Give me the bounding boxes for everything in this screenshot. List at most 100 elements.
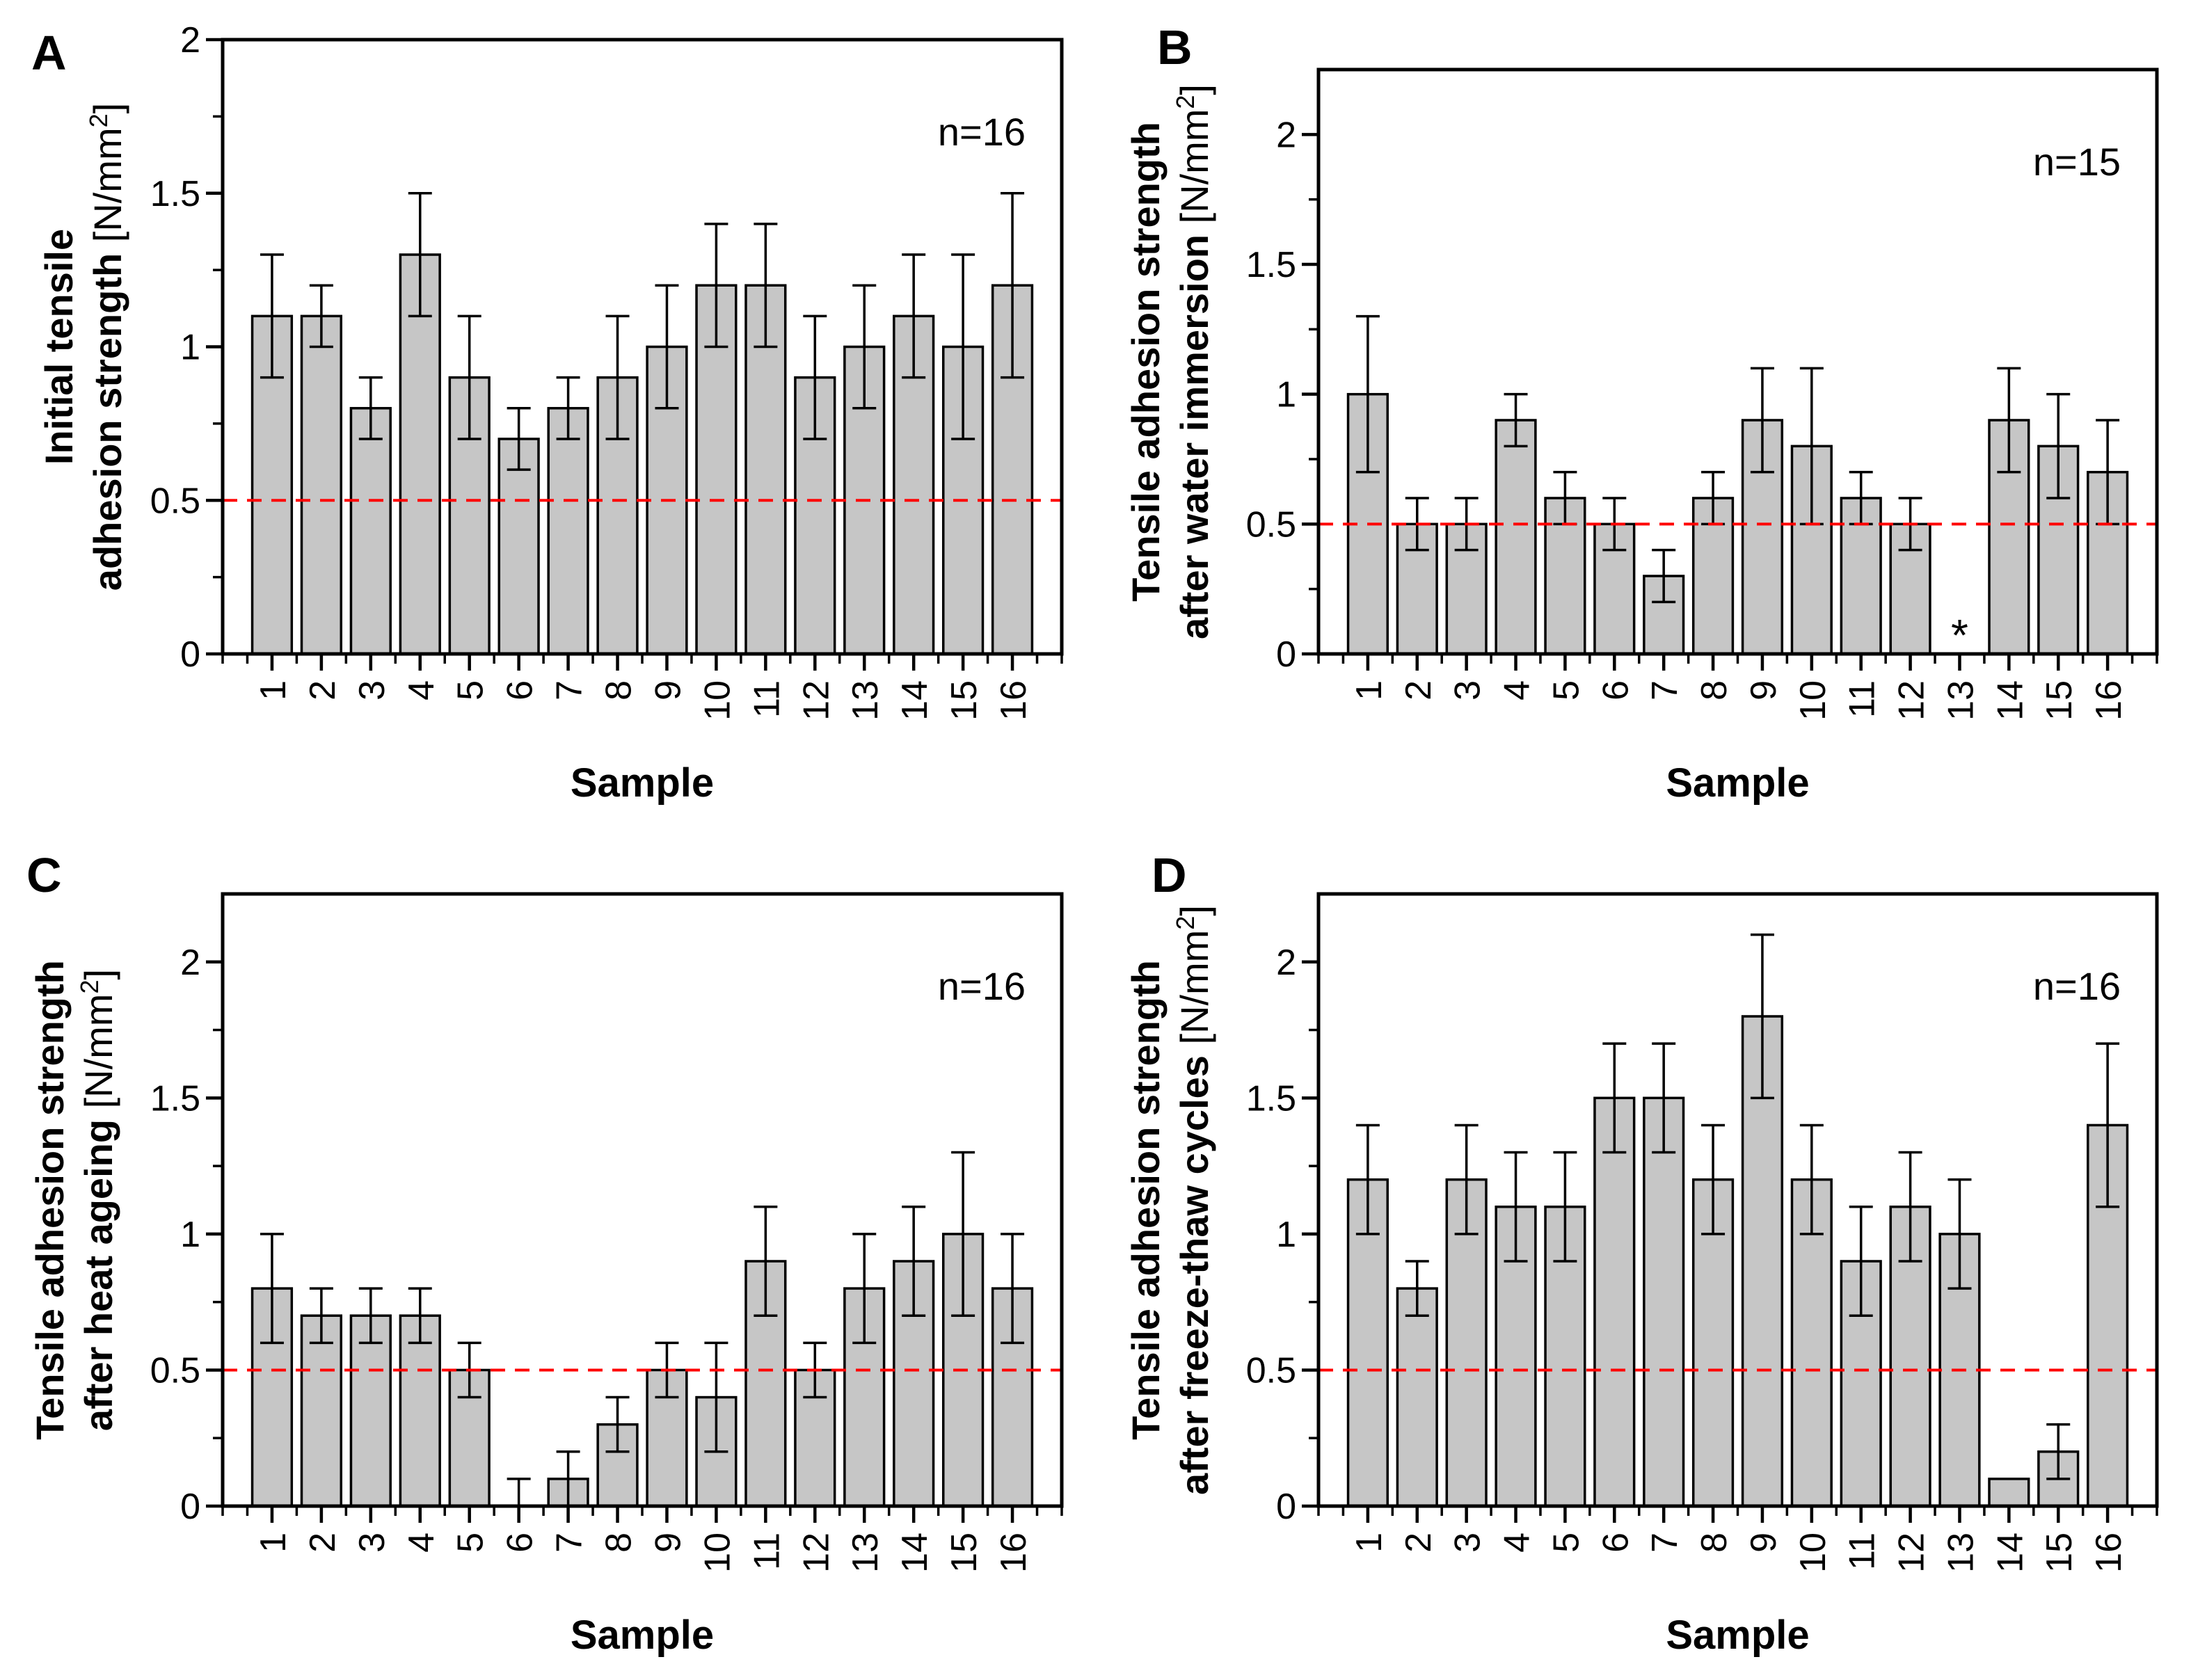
error-bar-sample-8 (1701, 1123, 1726, 1235)
x-tick-label: 14 (1990, 680, 2030, 721)
x-tick-label: 10 (1793, 680, 1833, 721)
y-axis-label-line2: after water immersion [N/mm2] (1171, 84, 1216, 639)
error-bar-sample-1 (1355, 314, 1380, 474)
x-tick-label: 12 (1892, 1533, 1932, 1573)
y-tick-label: 1 (180, 328, 200, 368)
panel-letter-label: B (1157, 20, 1193, 74)
error-bar-sample-5 (1553, 1151, 1577, 1263)
y-tick-label: 1 (1276, 375, 1296, 415)
error-bar-sample-8 (605, 1395, 630, 1453)
x-tick-label: 15 (944, 1533, 985, 1573)
x-tick-label: 3 (1448, 1533, 1488, 1553)
y-tick-label: 1.5 (150, 1078, 200, 1119)
x-tick-label: 5 (451, 680, 491, 701)
error-bar-sample-3 (1454, 1123, 1479, 1235)
error-bar-sample-11 (754, 223, 778, 349)
x-tick-label: 9 (1744, 680, 1784, 701)
y-tick-label: 1 (1276, 1215, 1296, 1255)
x-tick-label: 7 (550, 680, 590, 701)
error-bar-sample-6 (507, 1478, 531, 1507)
y-axis-label-line2: adhesion strength [N/mm2] (84, 103, 129, 591)
x-tick-label: 15 (2039, 1533, 2080, 1573)
error-bar-sample-4 (408, 192, 432, 318)
plot-frame (1316, 892, 2159, 1508)
x-tick-label: 11 (747, 680, 787, 718)
y-axis-label-line1: Tensile adhesion strength (1124, 122, 1168, 602)
x-tick-label: 16 (2089, 1533, 2129, 1573)
x-tick-label: 8 (1694, 680, 1735, 701)
y-tick-label: 0.5 (150, 1350, 200, 1391)
x-tick-label: 6 (1595, 680, 1636, 701)
bar-sample-6 (497, 438, 540, 655)
x-tick-label: 8 (599, 680, 639, 701)
y-tick-label: 0 (1276, 634, 1296, 675)
error-bar-sample-7 (556, 376, 580, 440)
panel-letter-label: C (26, 848, 62, 902)
x-tick-label: 14 (895, 680, 935, 721)
panel-letter-label: A (31, 26, 67, 80)
bar-sample-4 (1495, 419, 1537, 655)
x-tick-label: 16 (2089, 680, 2129, 721)
y-tick-label: 2 (1276, 943, 1296, 983)
error-bar-sample-3 (358, 376, 383, 440)
n-count-label: n=16 (938, 110, 1026, 154)
y-tick-label: 1.5 (1246, 1078, 1296, 1119)
bar-sample-3 (349, 407, 392, 655)
y-tick-label: 0 (1276, 1487, 1296, 1527)
y-tick-label: 2 (1276, 115, 1296, 155)
panel-a-chart: 00.511.521 2 3 4 5 6 7 8 9 10 11 12 13 14 15 16SampleIn… (31, 20, 1064, 806)
y-tick-label: 0 (180, 634, 200, 675)
plot-frame (221, 38, 1064, 656)
error-bar-sample-5 (457, 314, 481, 440)
x-tick-label: 16 (994, 1533, 1034, 1573)
plot-frame (1316, 67, 2159, 656)
error-bar-sample-12 (803, 314, 827, 440)
y-tick-label: 1.5 (1246, 245, 1296, 285)
x-tick-label: 13 (1941, 1533, 1981, 1573)
error-bar-sample-9 (655, 284, 679, 410)
x-tick-label: 2 (1399, 680, 1439, 701)
error-bar-sample-3 (358, 1287, 383, 1345)
x-tick-label: 5 (1546, 680, 1586, 701)
x-tick-label: 8 (599, 1533, 639, 1553)
error-bar-sample-12 (1898, 1151, 1922, 1263)
error-bar-sample-1 (1355, 1123, 1380, 1235)
x-axis-label: Sample (1666, 1613, 1809, 1658)
x-tick-label: 13 (845, 680, 886, 721)
error-bar-sample-1 (260, 253, 284, 379)
panel-b-chart: *00.511.521 2 3 4 5 6 7 8 9 10 11 12 13 14 15 16SampleT… (1124, 20, 2159, 806)
error-bar-sample-15 (951, 253, 975, 440)
error-bar-sample-4 (1504, 1151, 1528, 1263)
x-tick-label: 7 (1645, 680, 1685, 701)
error-bar-sample-6 (507, 407, 531, 471)
x-tick-label: 2 (1399, 1533, 1439, 1553)
x-axis-label: Sample (571, 1613, 714, 1658)
error-bar-sample-2 (309, 284, 333, 349)
bar-sample-7 (1643, 1096, 1685, 1507)
x-tick-label: 6 (1595, 1533, 1636, 1553)
x-tick-label: 9 (1744, 1533, 1784, 1553)
x-tick-label: 1 (1349, 680, 1389, 701)
bar-sample-6 (1593, 1096, 1636, 1507)
bar-sample-14 (1988, 1478, 2030, 1507)
y-tick-label: 0.5 (1246, 1350, 1296, 1391)
x-tick-label: 9 (648, 1533, 688, 1553)
error-bar-sample-10 (704, 223, 728, 349)
panel-c-chart: 00.511.521 2 3 4 5 6 7 8 9 10 11 12 13 14 15 16SampleTe… (26, 848, 1064, 1658)
error-bar-sample-13 (852, 284, 877, 410)
x-tick-label: 10 (697, 1533, 738, 1573)
x-axis-label: Sample (571, 760, 714, 806)
bar-sample-2 (300, 1314, 343, 1507)
y-axis-label-line1: Tensile adhesion strength (28, 960, 72, 1440)
x-tick-label: 11 (1842, 1533, 1883, 1570)
error-bar-sample-15 (2046, 1423, 2071, 1480)
x-tick-label: 7 (1645, 1533, 1685, 1553)
x-tick-label: 4 (401, 1533, 442, 1553)
error-bar-sample-11 (1849, 1206, 1873, 1317)
bar-sample-2 (1396, 1287, 1438, 1507)
x-tick-label: 3 (352, 680, 392, 701)
panel-d-chart: 00.511.521 2 3 4 5 6 7 8 9 10 11 12 13 14 15 16SampleTe… (1124, 848, 2159, 1658)
bar-sample-8 (596, 376, 639, 655)
error-bar-sample-11 (754, 1206, 778, 1317)
x-tick-label: 12 (796, 680, 836, 721)
